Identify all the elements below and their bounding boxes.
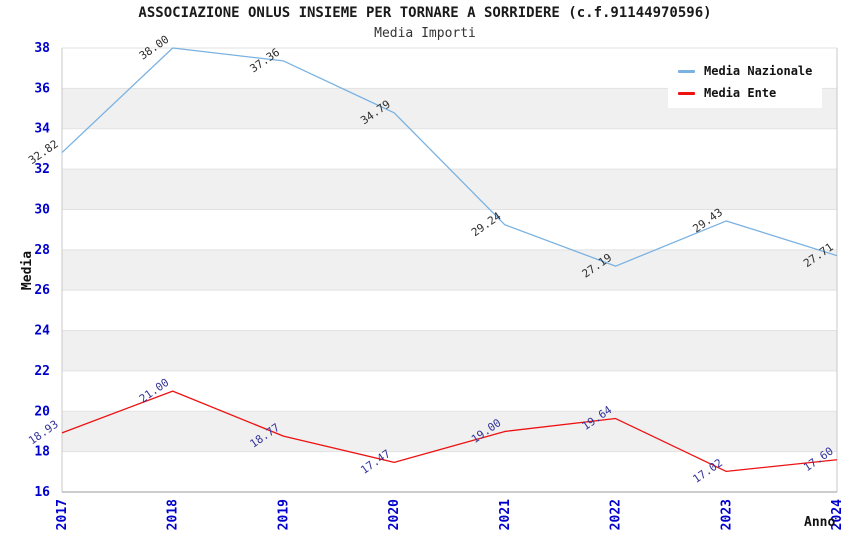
x-tick-label: 2017: [55, 499, 70, 530]
series-line-media-nazionale: [61, 47, 838, 267]
legend-item-media-ente: Media Ente: [678, 86, 812, 100]
chart-title: ASSOCIAZIONE ONLUS INSIEME PER TORNARE A…: [138, 5, 712, 21]
plot-band: [62, 249, 837, 291]
chart-subtitle: Media Importi: [374, 26, 476, 41]
x-tick-label: 2021: [498, 499, 513, 530]
y-tick-label: 36: [34, 81, 50, 96]
legend-label-media-ente: Media Ente: [704, 86, 777, 100]
plot-band: [62, 330, 837, 371]
y-tick-label: 16: [34, 485, 50, 500]
legend-item-media-nazionale: Media Nazionale: [678, 64, 812, 78]
y-tick-label: 20: [34, 404, 50, 419]
y-tick-label: 18: [34, 445, 50, 460]
x-tick-label: 2023: [719, 499, 734, 530]
legend-swatch-media-ente: [678, 91, 695, 95]
x-tick-label: 2020: [387, 499, 402, 530]
y-tick-label: 30: [34, 202, 50, 217]
y-tick-label: 32: [34, 162, 50, 177]
y-tick-label: 28: [34, 243, 50, 258]
plot-band: [62, 169, 837, 210]
legend-swatch-media-nazionale: [678, 69, 695, 73]
x-tick-label: 2019: [276, 499, 291, 530]
value-label-media-ente: 17.02: [690, 456, 725, 486]
y-tick-label: 24: [34, 324, 50, 339]
y-tick-label: 34: [34, 122, 50, 137]
series-line-media-ente: [61, 390, 838, 473]
value-label-media-nazionale: 29.43: [690, 206, 725, 236]
value-label-media-nazionale: 29.24: [469, 209, 504, 239]
value-label-media-ente: 21.00: [137, 376, 172, 406]
y-tick-label: 26: [34, 283, 50, 298]
legend: Media Nazionale Media Ente: [668, 56, 823, 108]
value-label-media-ente: 18.93: [26, 418, 61, 448]
y-tick-label: 22: [34, 364, 50, 379]
x-tick-label: 2022: [609, 499, 624, 530]
y-tick-label: 38: [34, 41, 50, 56]
x-axis-title: Anno: [804, 515, 836, 530]
legend-label-media-nazionale: Media Nazionale: [704, 64, 813, 78]
plot-band: [62, 411, 837, 452]
x-tick-label: 2024: [830, 499, 845, 530]
y-axis-title: Media: [20, 250, 36, 291]
x-tick-label: 2018: [166, 499, 181, 530]
